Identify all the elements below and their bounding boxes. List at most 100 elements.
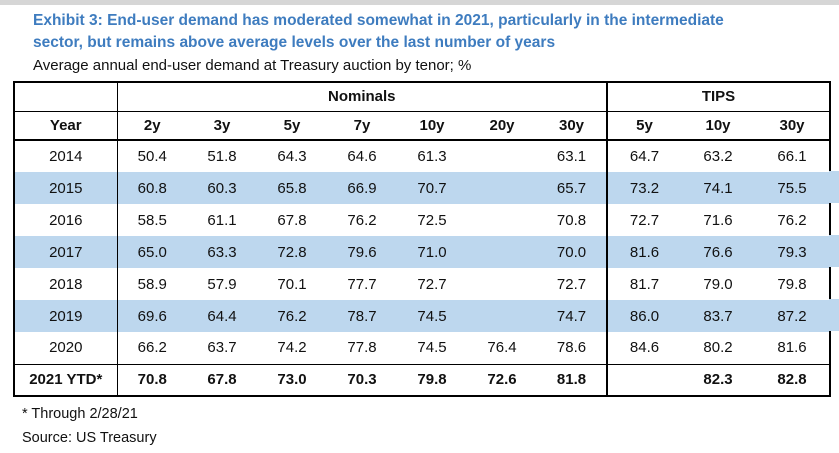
value-cell: 74.5: [397, 300, 467, 332]
value-cell: 51.8: [207, 148, 237, 165]
value-cell: 63.7: [207, 339, 237, 357]
value-cell: 70.3: [327, 363, 397, 396]
value-cell: 61.3: [417, 148, 447, 165]
value-cell: [606, 363, 681, 396]
value-cell: 72.7: [606, 204, 681, 236]
value-cell: 63.2: [703, 148, 733, 165]
value-cell: 70.8: [556, 211, 587, 229]
group-header-row: Nominals TIPS: [14, 82, 830, 112]
value-cell: 60.3: [187, 172, 257, 204]
value-cell: 79.8: [777, 275, 807, 293]
year-cell: 2017: [14, 236, 118, 268]
value-cell: 74.5: [417, 339, 447, 357]
value-cell: 79.0: [703, 275, 733, 293]
value-cell: 50.4: [137, 148, 167, 165]
value-cell: [467, 172, 537, 204]
col-header-0-year: Year: [14, 111, 118, 141]
value-cell: 80.2: [703, 339, 733, 357]
value-cell: 72.6: [467, 363, 537, 396]
value-cell: 60.8: [117, 172, 187, 204]
value-cell: 65.8: [257, 172, 327, 204]
value-cell: 77.7: [347, 275, 377, 293]
value-cell: 86.0: [606, 300, 681, 332]
value-cell: 67.8: [187, 363, 257, 396]
table-row-2015: 2015 60.8 60.3 65.8 66.9 70.7 65.7 73.2 74.1 75.5: [14, 172, 830, 204]
table-row-2019: 2019 69.6 64.4 76.2 78.7 74.5 74.7 86.0 83.7 87.2: [14, 300, 830, 332]
year-cell: 2016: [14, 204, 118, 236]
demand-table: Nominals TIPS Year 2y 3y 5y 7y 10y 20y 30y 5y 10y…: [13, 81, 831, 397]
year-cell: 2014: [14, 140, 118, 172]
table-row-2020: 2020 66.2 63.7 74.2 77.8 74.5 76.4 78.6 84.6 80.2…: [14, 332, 830, 364]
value-cell: 70.1: [277, 275, 307, 293]
value-cell: 70.8: [117, 363, 187, 396]
col-header-1-2y: 2y: [117, 111, 187, 141]
value-cell: 61.1: [207, 211, 237, 229]
table-row-2014: 2014 50.4 51.8 64.3 64.6 61.3 63.1 64.7 63.2 66.1: [14, 140, 830, 172]
value-cell: 76.4: [487, 339, 517, 357]
value-cell: 65.7: [537, 172, 607, 204]
exhibit-title: Exhibit 3: End-user demand has moderated…: [33, 10, 829, 54]
value-cell: 67.8: [277, 211, 307, 229]
group-header-tips: TIPS: [606, 82, 830, 112]
year-cell: 2015: [14, 172, 118, 204]
year-cell: 2020: [14, 332, 118, 364]
value-cell: 71.6: [703, 211, 733, 229]
exhibit-title-line1: Exhibit 3: End-user demand has moderated…: [33, 12, 724, 29]
value-cell: 79.3: [755, 236, 830, 268]
col-header-7-30y: 30y: [537, 111, 607, 141]
value-cell: 82.3: [681, 363, 755, 396]
row-highlight-bleed: [829, 171, 839, 203]
col-header-9-10y: 10y: [681, 111, 755, 141]
value-cell: 58.5: [137, 211, 167, 229]
value-cell: [467, 236, 537, 268]
value-cell: 63.1: [556, 148, 587, 165]
table-row-2016: 2016 58.5 61.1 67.8 76.2 72.5 70.8 72.7 71.6 76.2: [14, 204, 830, 236]
value-cell: 82.8: [755, 363, 830, 396]
group-header-nominals: Nominals: [117, 82, 607, 112]
value-cell: 58.9: [137, 275, 167, 293]
value-cell: 72.7: [417, 275, 447, 293]
value-cell: 83.7: [681, 300, 755, 332]
value-cell: 78.7: [327, 300, 397, 332]
exhibit-subtitle: Average annual end-user demand at Treasu…: [33, 57, 472, 74]
table-body: 2014 50.4 51.8 64.3 64.6 61.3 63.1 64.7 63.2 66.1…: [14, 140, 830, 396]
table-header: Nominals TIPS Year 2y 3y 5y 7y 10y 20y 30y 5y 10y…: [14, 82, 830, 141]
value-cell: 84.6: [606, 332, 681, 364]
value-cell: [467, 300, 537, 332]
value-cell: 74.1: [681, 172, 755, 204]
value-cell: 76.2: [257, 300, 327, 332]
exhibit-title-line2: sector, but remains above average levels…: [33, 34, 556, 51]
footnote-source: Source: US Treasury: [22, 430, 157, 446]
value-cell: 81.6: [606, 236, 681, 268]
value-cell: [467, 140, 537, 172]
value-cell: 65.0: [117, 236, 187, 268]
year-cell: 2018: [14, 268, 118, 300]
value-cell: 81.7: [606, 268, 681, 300]
value-cell: 74.7: [537, 300, 607, 332]
col-header-10-30y: 30y: [755, 111, 830, 141]
value-cell: [467, 204, 537, 236]
row-highlight-bleed: [829, 235, 839, 267]
col-header-4-7y: 7y: [327, 111, 397, 141]
year-cell: 2019: [14, 300, 118, 332]
value-cell: 75.5: [755, 172, 830, 204]
value-cell: 87.2: [755, 300, 830, 332]
value-cell: 81.8: [537, 363, 607, 396]
value-cell: 73.0: [257, 363, 327, 396]
group-header-empty: [14, 82, 118, 112]
window-edge-strip: [0, 0, 839, 5]
table-row-2018: 2018 58.9 57.9 70.1 77.7 72.7 72.7 81.7 79.0 79.8: [14, 268, 830, 300]
value-cell: 73.2: [606, 172, 681, 204]
value-cell: 72.8: [257, 236, 327, 268]
value-cell: 74.2: [277, 339, 307, 357]
table-row-2017: 2017 65.0 63.3 72.8 79.6 71.0 70.0 81.6 76.6 79.3: [14, 236, 830, 268]
value-cell: 69.6: [117, 300, 187, 332]
col-header-6-20y: 20y: [467, 111, 537, 141]
value-cell: 71.0: [397, 236, 467, 268]
value-cell: 66.2: [137, 339, 167, 357]
value-cell: 76.2: [347, 211, 377, 229]
col-header-8-5y: 5y: [606, 111, 681, 141]
demand-table-wrap: Nominals TIPS Year 2y 3y 5y 7y 10y 20y 30y 5y 10y…: [13, 81, 839, 401]
value-cell: 70.7: [397, 172, 467, 204]
footnote-through-date: * Through 2/28/21: [22, 406, 138, 422]
